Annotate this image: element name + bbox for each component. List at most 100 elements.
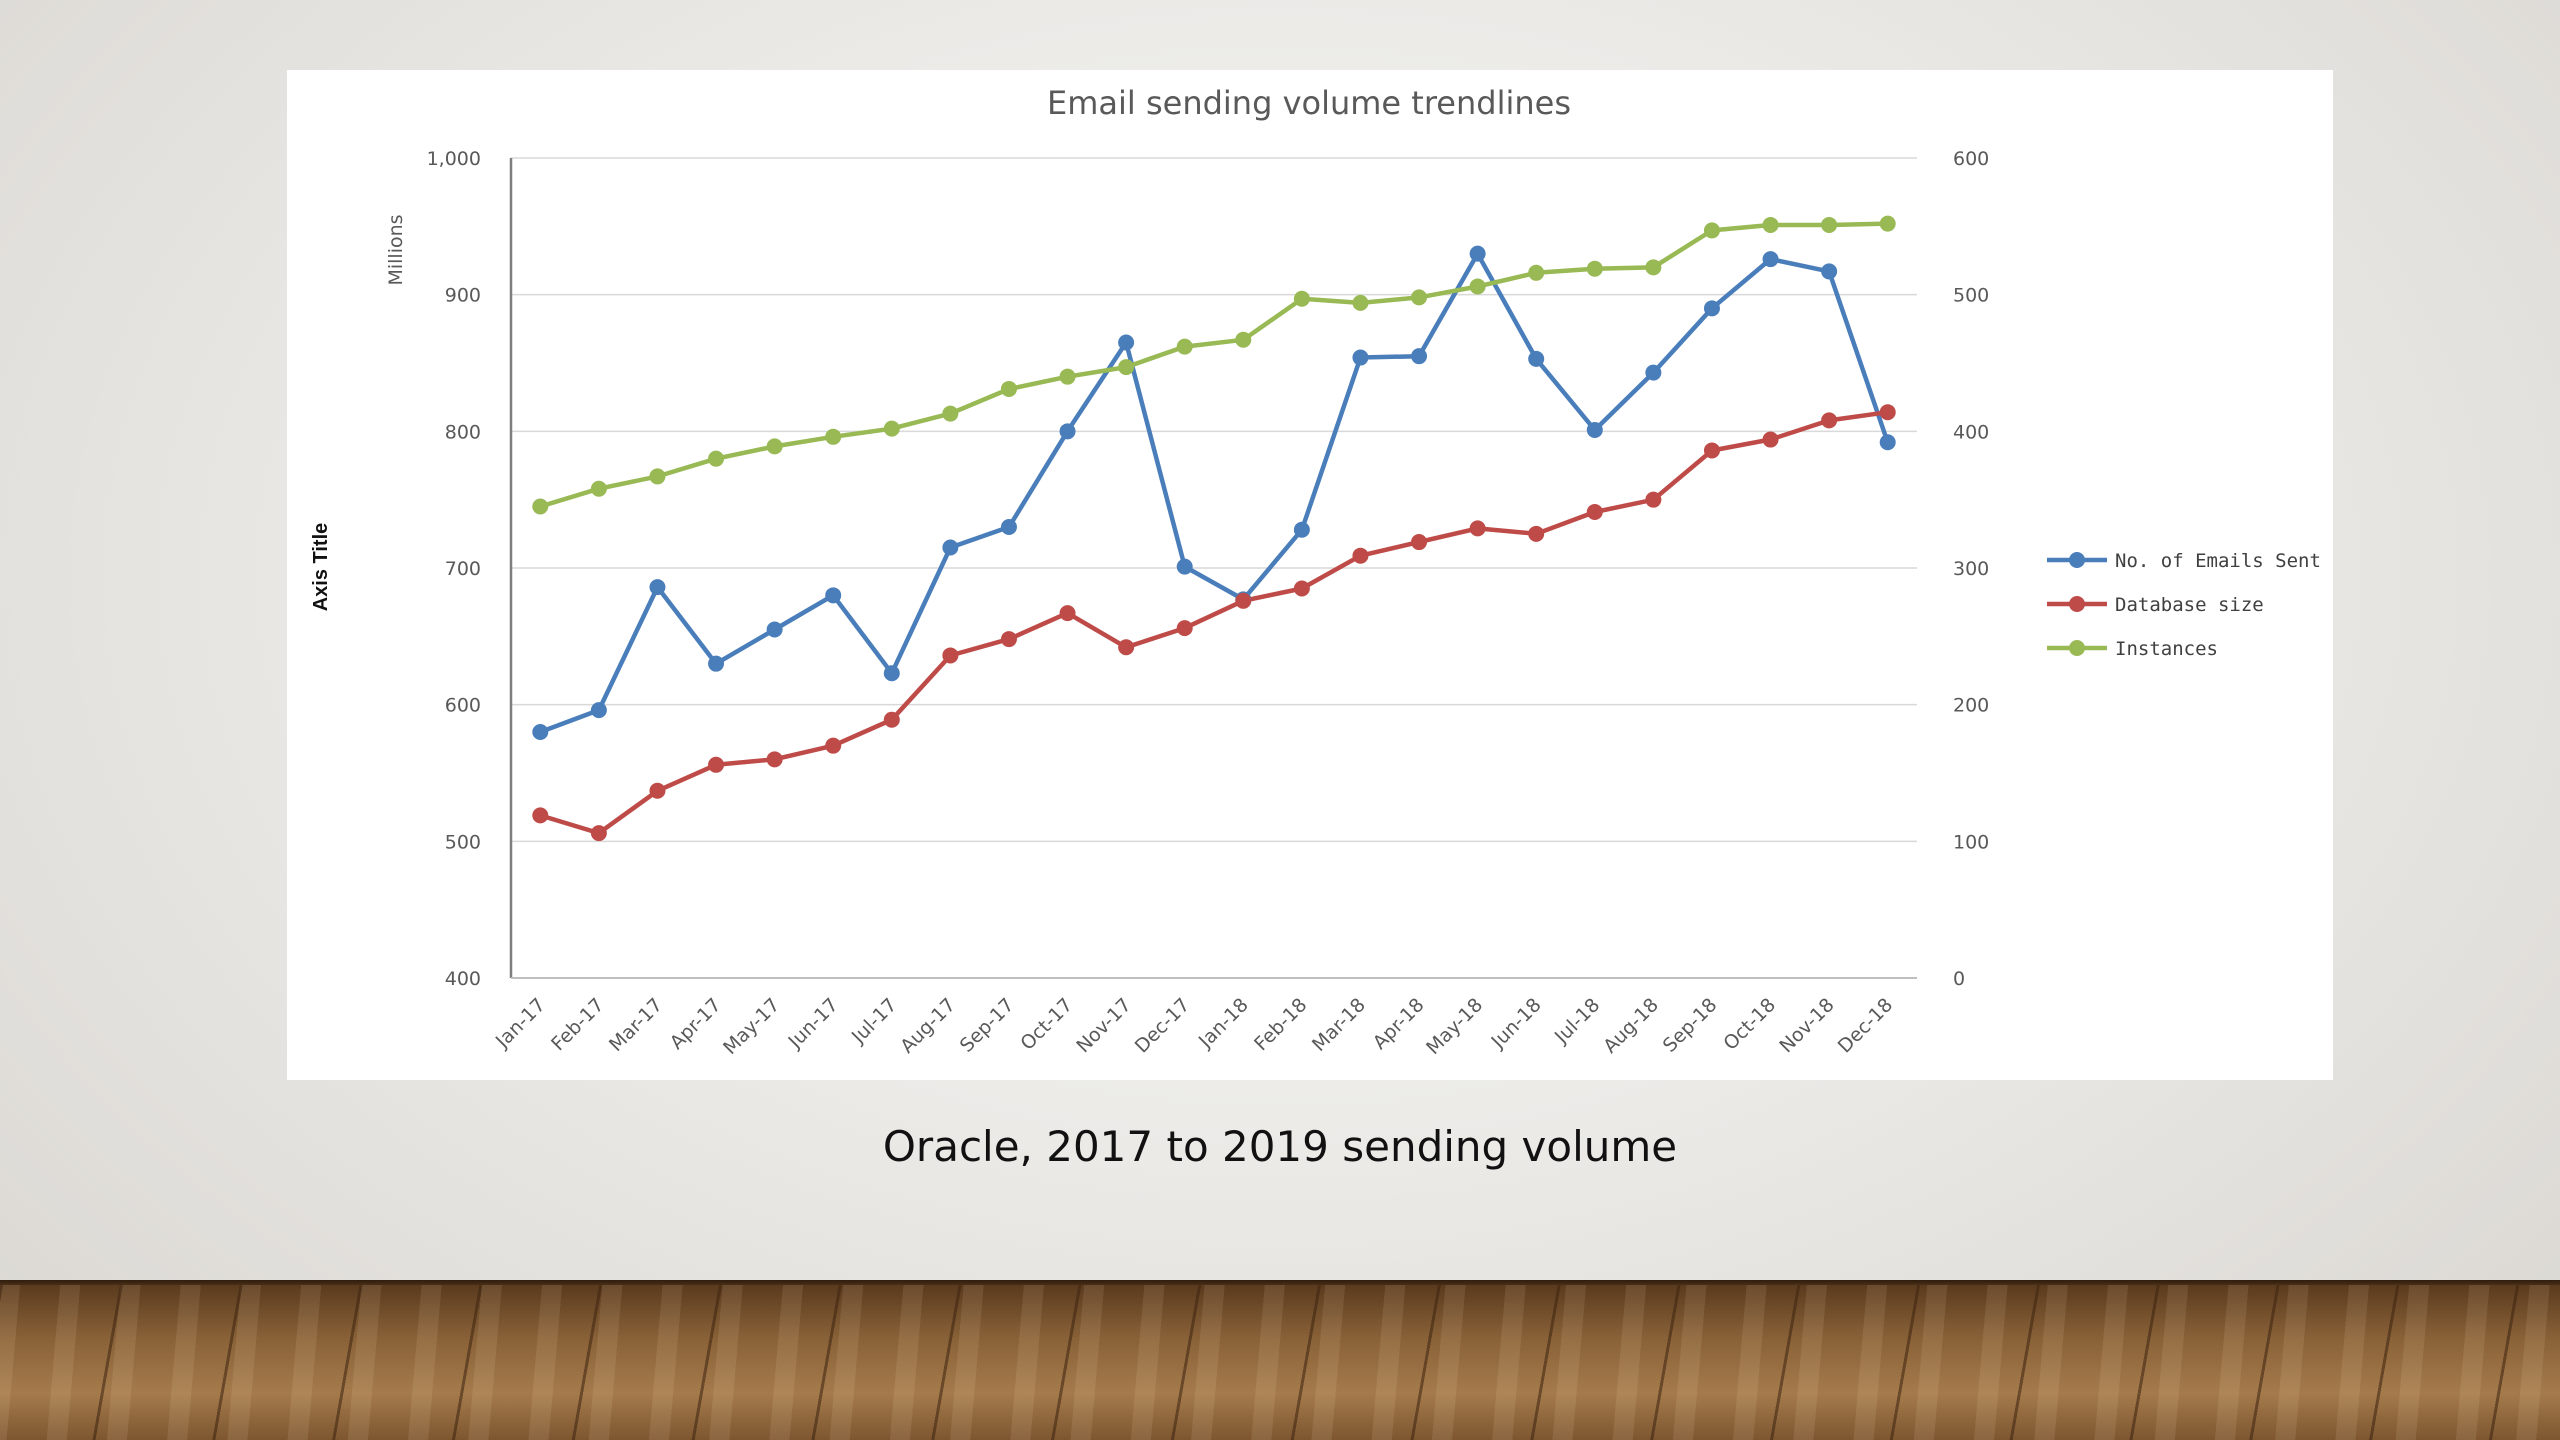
data-point (590, 702, 607, 719)
data-point (532, 724, 549, 740)
x-tick-label: Mar-17 (605, 994, 667, 1056)
x-tick-label: Oct-17 (1016, 994, 1077, 1055)
data-point (1352, 349, 1369, 366)
data-point (1293, 580, 1310, 597)
slide-caption: Oracle, 2017 to 2019 sending volume (882, 1122, 1678, 1171)
data-point (1411, 348, 1428, 365)
series-line (539, 251, 1890, 735)
series-line (539, 221, 1888, 509)
data-point (1411, 289, 1428, 306)
y-tick-label: 1,000 (427, 148, 481, 170)
y-tick-label: 600 (445, 695, 481, 717)
y-tick-label: 700 (445, 558, 481, 580)
data-point (766, 438, 783, 455)
y-tick-label: 800 (445, 421, 481, 443)
x-tick-label: Jan-18 (1194, 994, 1253, 1053)
x-tick-label: Jul-17 (847, 994, 901, 1048)
data-point (649, 579, 666, 596)
data-point (942, 539, 959, 556)
data-point (1469, 520, 1486, 537)
y-tick-label: 900 (445, 285, 481, 307)
data-point (883, 665, 900, 682)
data-point (1469, 278, 1486, 295)
x-tick-label: Aug-17 (896, 994, 960, 1058)
data-point (1645, 259, 1662, 276)
x-tick-label: May-18 (1422, 994, 1487, 1059)
data-point (1528, 264, 1545, 281)
data-point (1762, 216, 1779, 233)
data-point (1059, 605, 1076, 622)
x-tick-label: Dec-17 (1131, 994, 1195, 1058)
axes: 400 500 600 700 800 900 1,000 0 100 200 300 400 500 6… (427, 148, 1990, 1059)
data-point (1293, 521, 1310, 538)
data-point (1176, 558, 1193, 575)
data-point (766, 621, 783, 638)
y2-tick-label: 500 (1953, 285, 1989, 307)
x-tick-label: Jun-17 (784, 994, 843, 1053)
x-tick-label: Apr-17 (666, 994, 726, 1054)
data-point (590, 480, 607, 497)
data-point (1703, 222, 1720, 239)
data-point (708, 756, 725, 773)
data-point (1645, 364, 1662, 381)
y-tick-label: 500 (445, 831, 481, 853)
data-point (1118, 639, 1135, 656)
x-tick-label: May-17 (719, 994, 784, 1059)
data-point (1469, 245, 1486, 262)
data-point (1118, 359, 1135, 376)
wood-floor (0, 1285, 2560, 1440)
data-point (1000, 519, 1017, 535)
x-tick-label: Sep-17 (956, 994, 1019, 1057)
data-point (1059, 423, 1076, 440)
legend-label: No. of Emails Sent (2115, 550, 2321, 572)
data-point (825, 428, 842, 445)
data-point (1293, 290, 1310, 307)
data-point (1176, 338, 1193, 355)
chart-card: Email sending volume trendlines Millions… (287, 70, 2333, 1080)
data-point (1059, 368, 1076, 385)
data-point (883, 420, 900, 437)
gridlines (511, 157, 1917, 843)
y-tick-label: 400 (445, 968, 481, 990)
data-point (1821, 263, 1838, 280)
legend-swatch-marker (2069, 596, 2085, 612)
data-point (825, 737, 842, 754)
data-point (1821, 216, 1838, 233)
x-tick-label: Jun-18 (1487, 994, 1546, 1053)
data-point (825, 587, 842, 604)
floor-edge (0, 1280, 2560, 1288)
data-point (1879, 434, 1896, 451)
slide-background: Email sending volume trendlines Millions… (287, 70, 2333, 1171)
y2-tick-label: 100 (1953, 831, 1989, 853)
data-point (1586, 421, 1603, 438)
data-point (1000, 631, 1017, 648)
x-tick-label: Nov-17 (1072, 994, 1135, 1057)
x-tick-label: Oct-18 (1719, 994, 1780, 1055)
legend-swatch-marker (2069, 552, 2085, 568)
x-tick-label: Jan-17 (491, 994, 550, 1053)
data-point (649, 468, 666, 485)
legend-label: Database size (2115, 594, 2264, 616)
chart-title: Email sending volume trendlines (1047, 84, 1571, 122)
data-point (708, 655, 725, 672)
data-point (1118, 334, 1135, 351)
data-point (649, 782, 666, 799)
data-point (766, 751, 783, 768)
data-point (1352, 294, 1369, 311)
data-point (1879, 404, 1896, 421)
x-tick-label: Mar-18 (1308, 994, 1370, 1056)
data-point (1879, 215, 1896, 232)
y2-tick-label: 200 (1953, 695, 1989, 717)
y2-tick-label: 300 (1953, 558, 1989, 580)
x-tick-label: Apr-18 (1369, 994, 1429, 1054)
y2-tick-label: 400 (1953, 421, 1989, 443)
data-point (1762, 431, 1779, 448)
data-point (1645, 491, 1662, 508)
data-point (1586, 503, 1603, 520)
data-point (1411, 534, 1428, 551)
data-point (532, 498, 549, 515)
data-point (1821, 412, 1838, 429)
data-point (1235, 592, 1252, 609)
data-point (942, 405, 959, 422)
data-point (1235, 331, 1252, 348)
